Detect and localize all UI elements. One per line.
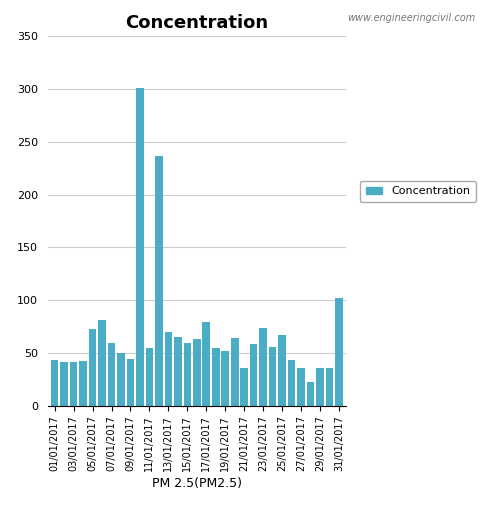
- Bar: [326, 368, 333, 406]
- Bar: [174, 337, 181, 406]
- Bar: [183, 343, 191, 406]
- Bar: [240, 368, 248, 406]
- Bar: [155, 155, 163, 406]
- Bar: [193, 339, 201, 406]
- Bar: [259, 328, 267, 406]
- Bar: [297, 368, 305, 406]
- Bar: [316, 368, 324, 406]
- Bar: [307, 382, 314, 406]
- Bar: [221, 351, 229, 406]
- Bar: [98, 320, 106, 406]
- Bar: [60, 362, 68, 406]
- Text: www.engineeringcivil.com: www.engineeringcivil.com: [347, 13, 475, 23]
- Bar: [70, 362, 77, 406]
- Title: Concentration: Concentration: [125, 14, 268, 32]
- Bar: [335, 298, 343, 406]
- Bar: [145, 347, 153, 406]
- Bar: [108, 343, 115, 406]
- Bar: [165, 332, 172, 406]
- Bar: [89, 329, 96, 406]
- Bar: [51, 360, 59, 406]
- Bar: [212, 347, 219, 406]
- Bar: [288, 360, 295, 406]
- X-axis label: PM 2.5(PM2.5): PM 2.5(PM2.5): [152, 477, 242, 490]
- Bar: [203, 322, 210, 406]
- Bar: [250, 344, 257, 406]
- Bar: [136, 88, 144, 406]
- Bar: [127, 359, 134, 406]
- Bar: [117, 353, 125, 406]
- Bar: [269, 346, 276, 406]
- Bar: [231, 338, 239, 406]
- Bar: [278, 335, 286, 406]
- Bar: [79, 361, 87, 406]
- Legend: Concentration: Concentration: [360, 181, 476, 202]
